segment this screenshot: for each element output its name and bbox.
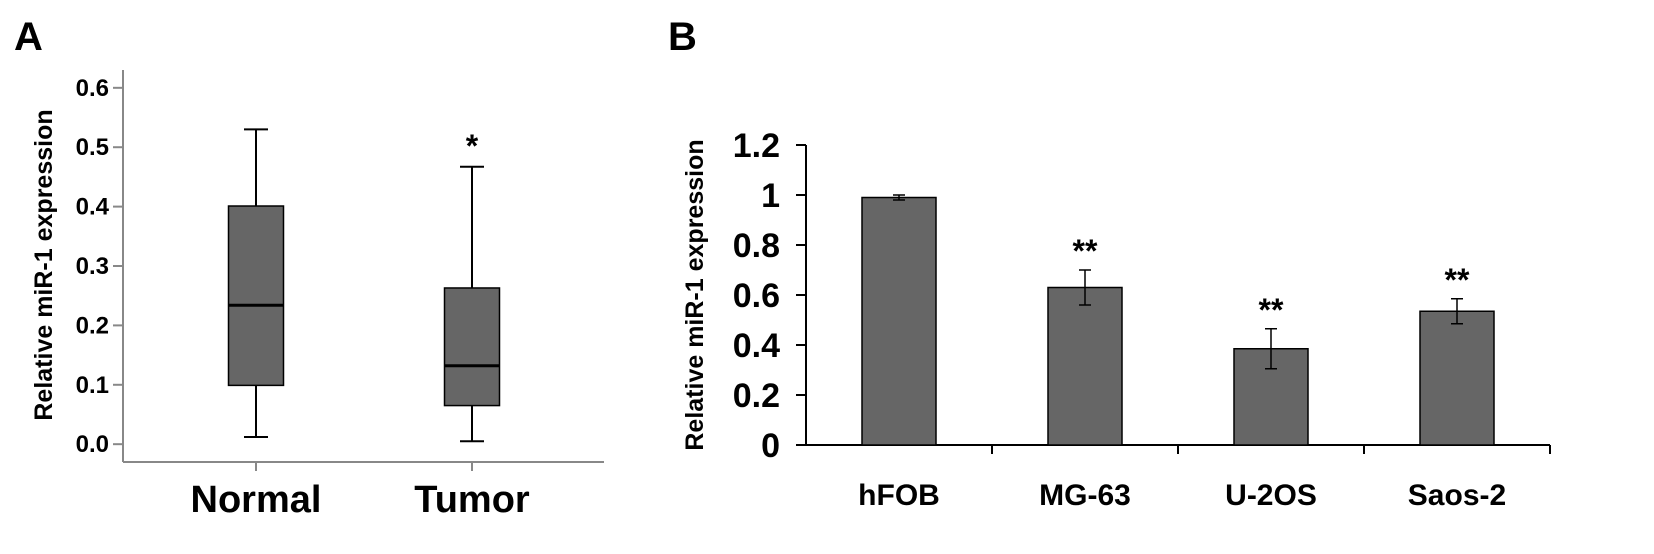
- panel-b-bar-hfob: hFOB: [858, 194, 940, 512]
- panel-b-letter: B: [668, 15, 697, 59]
- panel-a-y-tick-label: 0.0: [76, 431, 109, 458]
- significance-annotation: *: [466, 128, 479, 164]
- significance-annotation: **: [1073, 233, 1098, 269]
- panel-a-y-tick-label: 0.5: [76, 134, 109, 161]
- iqr-box: [227, 205, 285, 387]
- panel-b-y-ticks: 0 0.2 0.4 0.6 0.8 1 1.2: [733, 127, 806, 465]
- panel-b-y-tick-label: 0.2: [733, 377, 780, 415]
- panel-b-y-tick-label: 1.2: [733, 127, 780, 165]
- panel-a-x-tick-label: Normal: [191, 479, 322, 521]
- panel-a-y-tick-label: 0.3: [76, 253, 109, 280]
- panel-a-boxes: Normal Tumor *: [191, 128, 530, 521]
- panel-b-y-tick-label: 1: [761, 177, 780, 215]
- panel-a-box-normal: Normal: [191, 128, 322, 521]
- panel-a-box-tumor: Tumor *: [414, 128, 530, 521]
- panel-a-y-axis-title: Relative miR-1 expression: [30, 109, 58, 420]
- panel-b-y-tick-label: 0.6: [733, 277, 780, 315]
- panel-a-y-tick-label: 0.2: [76, 312, 109, 339]
- panel-a-y-ticks: 0.0 0.1 0.2 0.3 0.4 0.5 0.6: [76, 75, 123, 458]
- panel-b-bar-u2os: U-2OS **: [1225, 292, 1317, 512]
- panel-a-y-tick-label: 0.1: [76, 372, 109, 399]
- panel-b: B Relative miR-1 expression 0 0.2 0.4 0.6 0.…: [668, 15, 1551, 512]
- panel-b-bar-mg63: MG-63 **: [1039, 233, 1131, 512]
- panel-b-y-tick-label: 0.8: [733, 227, 780, 265]
- panel-a-letter: A: [14, 15, 43, 59]
- bar: [1419, 310, 1495, 446]
- iqr-box: [443, 287, 501, 407]
- panel-b-y-tick-label: 0.4: [733, 327, 780, 365]
- bar: [1047, 286, 1123, 446]
- bar: [861, 196, 937, 446]
- panel-b-bar-saos2: Saos-2 **: [1408, 262, 1506, 512]
- panel-a-y-tick-label: 0.6: [76, 75, 109, 102]
- panel-a: A Relative miR-1 expression 0.0 0.1 0.2 0.3…: [14, 15, 604, 521]
- panel-a-x-tick-label: Tumor: [414, 479, 530, 521]
- panel-b-x-tick-label: Saos-2: [1408, 479, 1506, 512]
- significance-annotation: **: [1445, 262, 1470, 298]
- panel-b-x-tick-label: hFOB: [858, 479, 940, 512]
- panel-a-y-tick-label: 0.4: [76, 194, 110, 221]
- panel-b-y-axis-title: Relative miR-1 expression: [681, 139, 709, 450]
- panel-b-y-tick-label: 0: [761, 427, 780, 465]
- panel-b-bars: hFOB MG-63 ** U-2OS ** Saos-2 **: [858, 194, 1551, 512]
- panel-b-x-tick-label: MG-63: [1039, 479, 1131, 512]
- panel-b-x-tick-label: U-2OS: [1225, 479, 1317, 512]
- significance-annotation: **: [1259, 292, 1284, 328]
